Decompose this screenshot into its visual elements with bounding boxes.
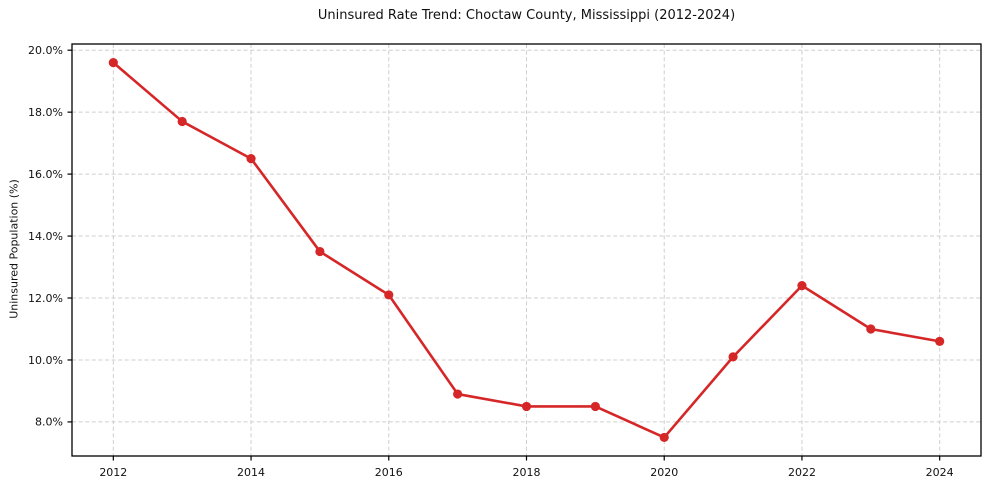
x-tick-label: 2018	[513, 466, 541, 479]
data-point-marker	[521, 401, 532, 412]
y-tick-label: 10.0%	[28, 354, 63, 367]
x-tick-label: 2020	[650, 466, 678, 479]
data-point-marker	[935, 336, 945, 346]
data-point-marker	[108, 57, 118, 68]
data-point-marker	[177, 116, 187, 127]
data-point-marker	[246, 154, 256, 164]
y-tick-label: 18.0%	[28, 106, 63, 119]
data-point-marker	[315, 246, 325, 257]
y-tick-label: 16.0%	[28, 168, 63, 181]
data-point-marker	[797, 281, 807, 291]
data-point-marker	[384, 290, 394, 300]
x-tick-label: 2014	[237, 466, 265, 479]
data-point-marker	[728, 352, 738, 362]
data-point-marker	[453, 389, 463, 399]
y-tick-label: 8.0%	[35, 416, 63, 429]
y-tick-label: 20.0%	[28, 44, 63, 57]
chart-title: Uninsured Rate Trend: Choctaw County, Mi…	[317, 8, 736, 23]
y-axis-label: Uninsured Population (%)	[7, 179, 21, 319]
y-tick-label: 12.0%	[28, 292, 63, 305]
data-point-marker	[659, 432, 669, 443]
data-point-marker	[590, 401, 600, 412]
y-tick-label: 14.0%	[28, 230, 63, 243]
data-point-marker	[866, 324, 876, 334]
x-tick-label: 2012	[99, 466, 127, 479]
x-tick-label: 2016	[375, 466, 403, 479]
x-tick-label: 2024	[926, 466, 954, 479]
x-tick-label: 2022	[788, 466, 816, 479]
